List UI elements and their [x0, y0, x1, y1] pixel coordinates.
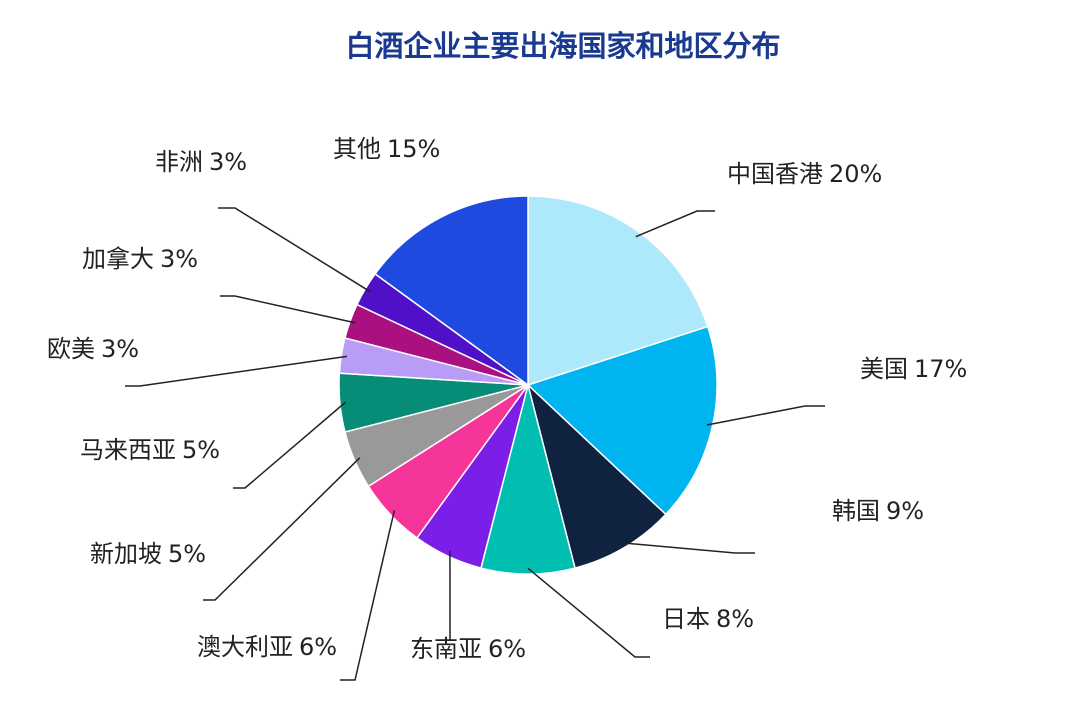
leader-line	[218, 207, 371, 293]
pie-slice	[527, 195, 709, 387]
value-label: 6%	[488, 635, 526, 663]
category-label: 新加坡	[90, 540, 162, 568]
pie-slice	[480, 384, 576, 575]
value-label: 6%	[299, 633, 337, 661]
data-label: 东南亚 6%	[410, 635, 526, 663]
category-label: 日本	[662, 605, 710, 633]
value-label: 3%	[101, 335, 139, 363]
leader-line	[706, 405, 825, 426]
leader-line	[203, 457, 361, 601]
chart-title: 白酒企业主要出海国家和地区分布	[345, 29, 780, 63]
leader-line	[527, 567, 650, 658]
value-label: 9%	[886, 497, 924, 525]
category-label: 东南亚	[410, 635, 482, 663]
leader-line	[220, 295, 356, 324]
value-label: 3%	[209, 148, 247, 176]
value-label: 20%	[829, 160, 882, 188]
leader-line	[635, 210, 715, 238]
category-label: 中国香港	[727, 160, 823, 188]
data-label: 澳大利亚 6%	[197, 633, 337, 661]
data-label: 中国香港 20%	[727, 160, 882, 188]
data-label: 加拿大 3%	[82, 245, 198, 273]
leader-line	[621, 542, 755, 554]
category-label: 欧美	[47, 335, 95, 363]
category-label: 澳大利亚	[197, 633, 293, 661]
category-label: 美国	[860, 355, 908, 383]
value-label: 3%	[160, 245, 198, 273]
data-label: 新加坡 5%	[90, 540, 206, 568]
data-label: 欧美 3%	[47, 335, 139, 363]
data-label: 非洲 3%	[155, 148, 247, 176]
leader-line	[125, 355, 348, 387]
category-label: 加拿大	[82, 245, 154, 273]
pie-slice	[374, 195, 529, 387]
pie-slice	[526, 382, 667, 569]
category-label: 非洲	[155, 148, 203, 176]
category-label: 马来西亚	[80, 436, 176, 464]
value-label: 17%	[914, 355, 967, 383]
value-label: 5%	[168, 540, 206, 568]
category-label: 其他	[333, 135, 381, 163]
value-label: 15%	[387, 135, 440, 163]
data-label: 马来西亚 5%	[80, 436, 220, 464]
data-label: 日本 8%	[662, 605, 754, 633]
data-label: 韩国 9%	[832, 497, 924, 525]
pie-slice	[526, 325, 718, 516]
data-label: 美国 17%	[860, 355, 967, 383]
data-label: 其他 15%	[333, 135, 440, 163]
leader-line	[233, 401, 346, 489]
value-label: 8%	[716, 605, 754, 633]
leader-line	[340, 510, 396, 681]
category-label: 韩国	[832, 497, 880, 525]
value-label: 5%	[182, 436, 220, 464]
